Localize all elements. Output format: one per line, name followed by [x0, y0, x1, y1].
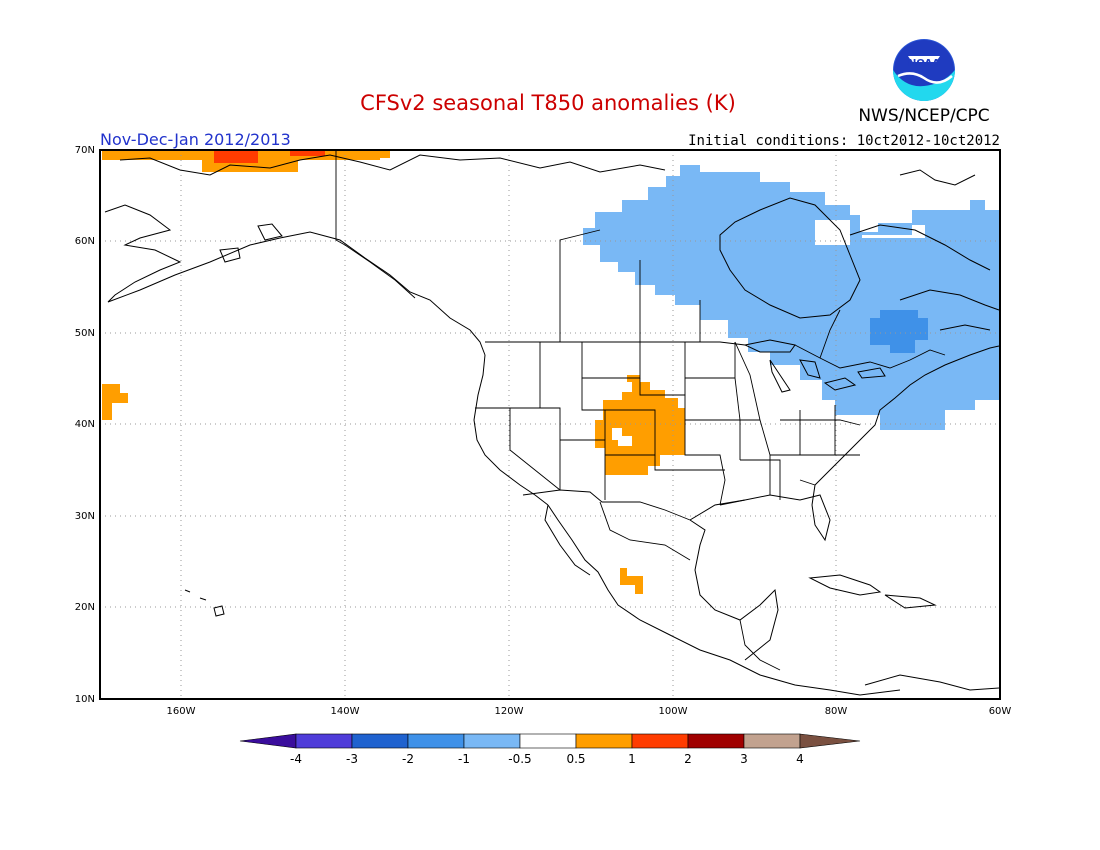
svg-text:-1: -1	[458, 752, 470, 766]
colorbar-labels: -4 -3 -2 -1 -0.5 0.5 1 2 3 4	[290, 752, 804, 766]
colorbar-swatch-neutral	[519, 733, 577, 749]
anomaly-negative-light	[583, 165, 999, 430]
colorbar-swatch-05-1	[575, 733, 633, 749]
colorbar-swatch-neg4-neg3	[295, 733, 353, 749]
svg-text:60W: 60W	[989, 706, 1012, 717]
period-label: Nov-Dec-Jan 2012/2013	[100, 130, 291, 149]
organization-label: NWS/NCEP/CPC	[858, 106, 989, 126]
svg-text:60N: 60N	[75, 236, 95, 247]
svg-text:100W: 100W	[659, 706, 688, 717]
colorbar-swatch-2-3	[687, 733, 745, 749]
svg-text:50N: 50N	[75, 328, 95, 339]
svg-text:120W: 120W	[495, 706, 524, 717]
colorbar-swatch-below-neg4	[239, 733, 297, 749]
svg-text:1: 1	[628, 752, 636, 766]
colorbar-swatch-1-2	[631, 733, 689, 749]
svg-text:20N: 20N	[75, 602, 95, 613]
svg-text:-0.5: -0.5	[508, 752, 531, 766]
coastlines	[104, 154, 1000, 696]
svg-text:3: 3	[740, 752, 748, 766]
svg-text:-4: -4	[290, 752, 302, 766]
svg-text:80W: 80W	[825, 706, 848, 717]
colorbar-swatch-above-4	[799, 733, 861, 749]
svg-text:30N: 30N	[75, 511, 95, 522]
svg-text:2: 2	[684, 752, 692, 766]
longitude-labels: 160W 140W 120W 100W 80W 60W	[167, 706, 1012, 717]
colorbar	[239, 733, 861, 749]
colorbar-swatch-3-4	[743, 733, 801, 749]
svg-text:-3: -3	[346, 752, 358, 766]
anomaly-negative-medium	[870, 310, 928, 353]
colorbar-swatch-neg3-neg2	[351, 733, 409, 749]
latitude-labels: 70N 60N 50N 40N 30N 20N 10N	[75, 145, 95, 705]
svg-text:0.5: 0.5	[566, 752, 585, 766]
colorbar-swatch-neg2-neg1	[407, 733, 465, 749]
political-boundaries	[335, 150, 946, 671]
svg-text:140W: 140W	[331, 706, 360, 717]
noaa-logo: NOAA	[893, 39, 955, 101]
colorbar-swatch-neg1-neg05	[463, 733, 521, 749]
svg-text:10N: 10N	[75, 694, 95, 705]
svg-text:70N: 70N	[75, 145, 95, 156]
svg-text:4: 4	[796, 752, 804, 766]
svg-text:-2: -2	[402, 752, 414, 766]
initial-conditions: Initial conditions: 10ct2012-10ct2012	[688, 133, 1000, 149]
svg-text:40N: 40N	[75, 419, 95, 430]
svg-text:160W: 160W	[167, 706, 196, 717]
map-panel	[99, 149, 1001, 700]
graticule	[100, 150, 1000, 699]
svg-text:NOAA: NOAA	[908, 58, 940, 69]
anomaly-positive-strong	[214, 150, 325, 163]
map-title: CFSv2 seasonal T850 anomalies (K)	[360, 91, 736, 115]
